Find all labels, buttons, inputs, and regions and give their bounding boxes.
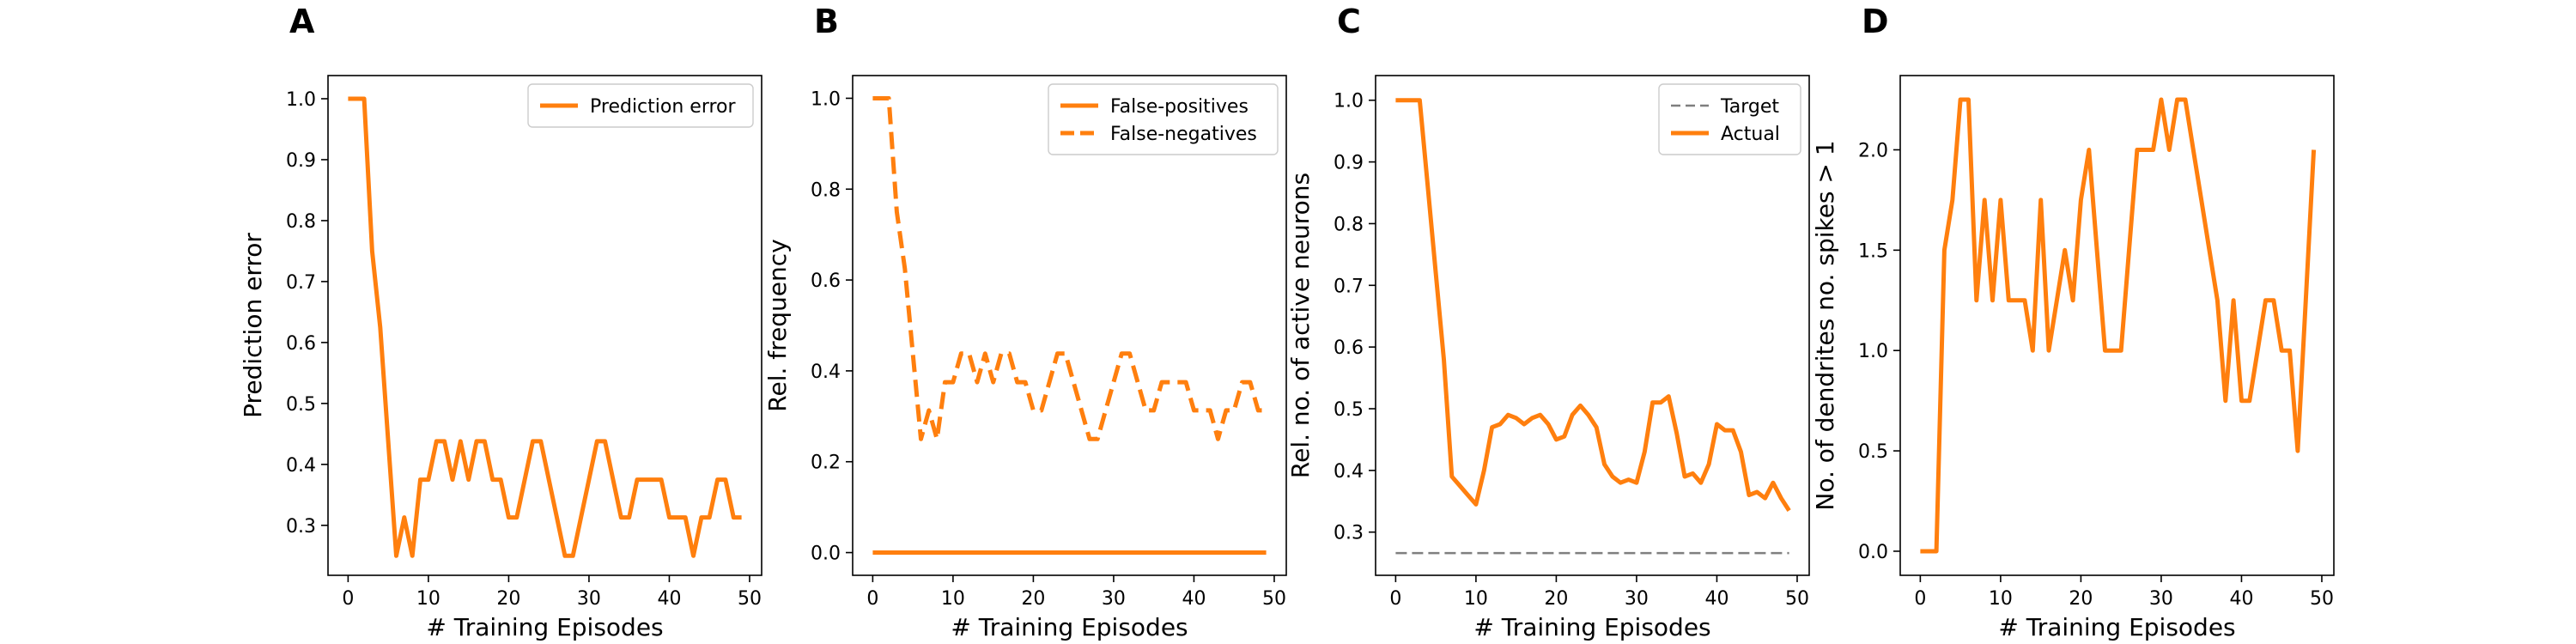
y-tick-label: 1.0 — [1858, 341, 1888, 362]
y-tick-label: 0.7 — [286, 272, 316, 294]
x-axis-label: # Training Episodes — [951, 613, 1188, 641]
panel-letter: C — [1337, 3, 1361, 40]
x-tick-label: 20 — [1544, 588, 1568, 610]
x-axis-label: # Training Episodes — [1998, 613, 2235, 641]
axes-frame — [1899, 75, 2335, 576]
y-tick-label: 0.8 — [286, 211, 316, 233]
y-axis-label: Rel. no. of active neurons — [1286, 173, 1315, 478]
y-tick-label: 0.4 — [1334, 461, 1364, 483]
y-tick-label: 0.6 — [1334, 337, 1364, 359]
y-tick-label: 1.5 — [1858, 240, 1888, 262]
y-tick-label: 0.0 — [811, 544, 841, 565]
y-tick-label: 0.6 — [286, 333, 316, 355]
y-tick-label: 0.9 — [286, 150, 316, 172]
y-tick-label: 0.3 — [286, 516, 316, 538]
x-tick-label: 40 — [657, 588, 681, 610]
x-axis-label: # Training Episodes — [1473, 613, 1710, 641]
x-tick-label: 10 — [416, 588, 440, 610]
x-tick-label: 30 — [1625, 588, 1649, 610]
axes-frame — [327, 75, 762, 576]
y-tick-label: 1.0 — [286, 89, 316, 111]
y-tick-label: 0.5 — [1334, 399, 1364, 421]
y-tick-label: 0.5 — [286, 394, 316, 416]
x-tick-label: 20 — [1021, 588, 1045, 610]
y-tick-label: 0.8 — [811, 179, 841, 201]
legend-label: Prediction error — [590, 96, 736, 118]
panel-letter: A — [289, 3, 315, 40]
x-tick-label: 40 — [1182, 588, 1206, 610]
y-tick-label: 0.2 — [811, 453, 841, 474]
x-tick-label: 50 — [1262, 588, 1286, 610]
x-tick-label: 40 — [2229, 588, 2253, 610]
series-line-1 — [348, 96, 742, 558]
x-axis-label: # Training Episodes — [426, 613, 663, 641]
panel-letter: B — [814, 3, 839, 40]
legend-box — [1658, 83, 1801, 155]
x-tick-label: 20 — [496, 588, 520, 610]
legend-box — [527, 83, 754, 128]
x-tick-label: 40 — [1704, 588, 1728, 610]
y-axis-label: Prediction error — [239, 233, 267, 418]
panel-a: A 0 10 20 30 40 50 0.3 0.4 0.5 0.6 0.7 0.8 0.9 1.0 # Tr… — [239, 3, 762, 641]
y-tick-label: 1.0 — [1334, 91, 1364, 112]
axes-frame — [1375, 75, 1810, 576]
y-tick-label: 1.0 — [811, 88, 841, 110]
y-tick-label: 0.4 — [811, 361, 841, 383]
y-tick-label: 0.4 — [286, 455, 316, 477]
y-axis-label: No. of dendrites no. spikes > 1 — [1811, 140, 1839, 510]
legend-label: False-positives — [1110, 96, 1249, 118]
panel-d: D 0 10 20 30 40 50 0.0 0.5 1.0 1.5 2.0 # Training Ep… — [1811, 3, 2335, 641]
y-tick-label: 0.5 — [1858, 441, 1888, 463]
legend: False-positives False-negatives — [1048, 83, 1279, 155]
y-axis-label: Rel. frequency — [763, 239, 792, 411]
x-tick-label: 50 — [1785, 588, 1809, 610]
y-tick-label: 2.0 — [1858, 140, 1888, 161]
x-tick-label: 0 — [342, 588, 354, 610]
x-tick-label: 20 — [2069, 588, 2093, 610]
x-tick-label: 30 — [2149, 588, 2173, 610]
panel-c: C 0 10 20 30 40 50 0.3 0.4 0.5 0.6 0.7 0.8 0.9 1.0 # Tr… — [1286, 3, 1810, 641]
axes-frame — [852, 75, 1287, 576]
y-tick-label: 0.8 — [1334, 214, 1364, 235]
panel-b: B 0 10 20 30 40 50 0.0 0.2 0.4 0.6 0.8 1.0 # Training… — [763, 3, 1287, 641]
x-tick-label: 30 — [577, 588, 601, 610]
legend: Prediction error — [527, 83, 754, 128]
y-tick-label: 0.6 — [811, 270, 841, 292]
x-tick-label: 0 — [866, 588, 878, 610]
legend-label: Actual — [1721, 124, 1780, 145]
x-tick-label: 0 — [1914, 588, 1926, 610]
y-tick-label: 0.9 — [1334, 153, 1364, 174]
legend-label: False-negatives — [1110, 124, 1257, 145]
y-tick-label: 0.3 — [1334, 523, 1364, 544]
x-tick-label: 0 — [1389, 588, 1401, 610]
x-tick-label: 10 — [1464, 588, 1488, 610]
legend-box — [1048, 83, 1279, 155]
x-tick-label: 10 — [941, 588, 965, 610]
legend: Target Actual — [1658, 83, 1801, 155]
x-tick-label: 50 — [2310, 588, 2334, 610]
x-tick-label: 30 — [1102, 588, 1126, 610]
series-line-1 — [1920, 97, 2317, 554]
series-line-2 — [872, 96, 1267, 441]
panel-letter: D — [1862, 3, 1889, 40]
x-tick-label: 50 — [738, 588, 762, 610]
y-tick-label: 0.0 — [1858, 542, 1888, 563]
y-tick-label: 0.7 — [1334, 276, 1364, 297]
x-tick-label: 10 — [1989, 588, 2013, 610]
legend-label: Target — [1720, 96, 1779, 118]
series-line-2 — [1395, 98, 1791, 512]
